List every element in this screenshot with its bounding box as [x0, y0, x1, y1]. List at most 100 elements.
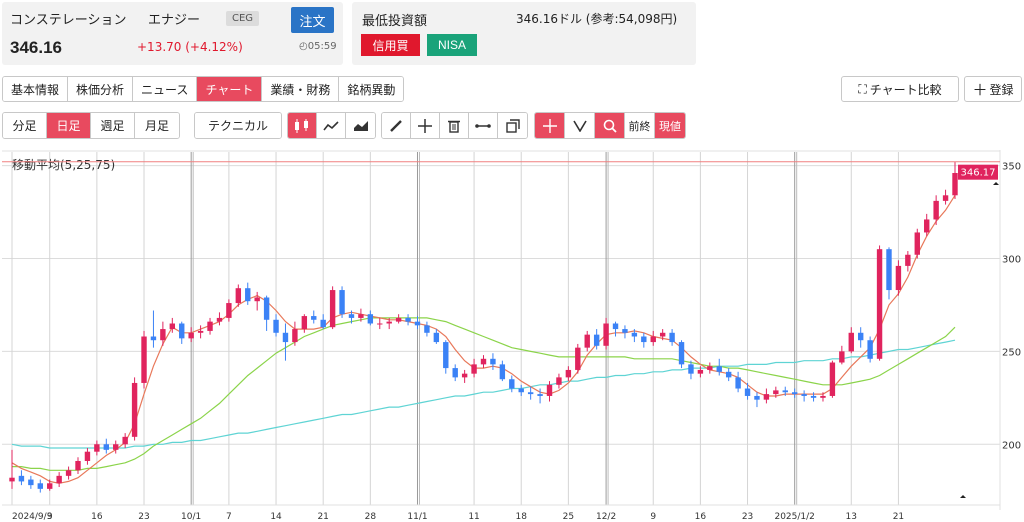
candle-body	[94, 444, 100, 452]
drawing-tools	[381, 112, 528, 139]
x-axis: 2024/9/39 16 23 10/1 7 14 21 28 11/1 11 18 25 12/2 9 1…	[2, 504, 1000, 522]
prev-close-button[interactable]: 前終	[625, 113, 655, 138]
candle-body	[584, 334, 590, 348]
chart-compare-label: チャート比較	[869, 82, 942, 97]
current-price-button[interactable]: 現値	[655, 113, 685, 138]
move-icon[interactable]	[411, 113, 440, 138]
candle-body	[47, 483, 53, 489]
x-tick-label: 12/2	[596, 512, 616, 522]
update-time: ◴05:59	[299, 41, 337, 52]
candle-body	[160, 329, 166, 341]
candle-body	[320, 319, 326, 328]
candle-body	[348, 314, 355, 318]
candle-body	[103, 444, 109, 450]
candle-body	[697, 369, 704, 374]
x-tick-label: 2024/9/3	[12, 512, 52, 522]
pencil-icon[interactable]	[382, 113, 411, 138]
candle-body	[122, 436, 128, 445]
candle-body	[84, 451, 91, 461]
tab-price-analysis[interactable]: 株価分析	[68, 77, 134, 101]
candle-body	[933, 200, 939, 220]
candle-body	[179, 323, 185, 339]
candle-body	[405, 317, 411, 322]
current-price-box	[958, 164, 998, 180]
candle-body	[9, 477, 15, 482]
candle-body	[263, 297, 270, 320]
candle-body	[56, 475, 62, 484]
period-weekly[interactable]: 週足	[91, 113, 135, 138]
candle-body	[876, 249, 883, 359]
candle-body	[593, 334, 600, 346]
stock-header-panel	[2, 2, 343, 65]
period-monthly[interactable]: 月足	[135, 113, 179, 138]
candle-body	[763, 394, 770, 400]
min-invest-label: 最低投資額	[362, 14, 428, 29]
candle-body	[65, 470, 72, 476]
tab-stock-changes[interactable]: 銘柄異動	[339, 77, 404, 101]
nisa-button[interactable]: NISA	[427, 34, 477, 56]
current-price-text: 346.17	[961, 168, 996, 179]
candlestick-icon[interactable]	[288, 113, 317, 138]
period-daily[interactable]: 日足	[47, 113, 91, 138]
candle-body	[895, 265, 902, 291]
candle-body	[707, 366, 713, 370]
period-selector: 分足 日足 週足 月足	[2, 112, 180, 139]
candle-body	[942, 195, 949, 201]
view-tools: 前終 現値	[534, 112, 686, 139]
compare-icon: ⛶	[858, 81, 867, 96]
candle-body	[716, 366, 722, 372]
candle-body	[782, 390, 788, 393]
candle-body	[754, 395, 760, 400]
min-invest-value: 346.16ドル (参考:54,098円)	[516, 12, 678, 26]
x-tick-label: 28	[365, 512, 377, 522]
magnet-icon[interactable]	[565, 113, 595, 138]
y-tick-label: 250	[1002, 347, 1021, 358]
current-price: 346.16	[10, 38, 62, 57]
candle-body	[150, 336, 157, 341]
main-tabs: 基本情報 株価分析 ニュース チャート 業績・財務 銘柄異動	[2, 76, 405, 102]
ma75-line	[11, 339, 956, 449]
chart-compare-button[interactable]: ⛶ チャート比較	[841, 76, 959, 102]
horizontal-line-icon[interactable]	[469, 113, 498, 138]
tab-basic-info[interactable]: 基本情報	[3, 77, 69, 101]
candle-body	[141, 336, 147, 383]
technical-button[interactable]: テクニカル	[195, 113, 281, 138]
candle-body	[744, 388, 751, 396]
tab-chart[interactable]: チャート	[197, 77, 263, 101]
x-tick-label: 10/1	[181, 512, 201, 522]
candle-body	[18, 475, 25, 482]
order-button[interactable]: 注文	[291, 7, 334, 33]
candle-body	[311, 316, 317, 320]
line-chart-icon[interactable]	[317, 113, 346, 138]
candle-body	[499, 364, 506, 380]
tab-financials[interactable]: 業績・財務	[262, 77, 340, 101]
scroll-marker-icon[interactable]	[960, 495, 966, 498]
candle-body	[650, 336, 656, 343]
candle-body	[273, 319, 279, 333]
candle-body	[952, 173, 958, 196]
crosshair-icon[interactable]	[535, 113, 565, 138]
trash-icon[interactable]	[440, 113, 469, 138]
scroll-up-arrow-icon[interactable]	[993, 182, 999, 185]
copy-icon[interactable]	[498, 113, 527, 138]
margin-buy-button[interactable]: 信用買	[361, 34, 420, 56]
register-button[interactable]: ＋登録	[964, 76, 1022, 102]
candle-body	[329, 290, 336, 328]
area-chart-icon[interactable]	[346, 113, 375, 138]
tab-news[interactable]: ニュース	[133, 77, 198, 101]
x-tick-label: 23	[138, 512, 149, 522]
candle-body	[292, 329, 298, 343]
candle-body	[131, 382, 138, 437]
zoom-icon[interactable]	[595, 113, 625, 138]
x-tick-label: 13	[846, 512, 857, 522]
candle-body	[367, 314, 374, 324]
candle-body	[509, 379, 515, 389]
candle-body	[197, 330, 204, 333]
candle-body	[254, 297, 260, 302]
candle-body	[678, 342, 685, 365]
candle-body	[490, 358, 496, 365]
clock-icon: ◴	[299, 41, 308, 52]
candle-body	[791, 392, 798, 395]
period-minute[interactable]: 分足	[3, 113, 47, 138]
